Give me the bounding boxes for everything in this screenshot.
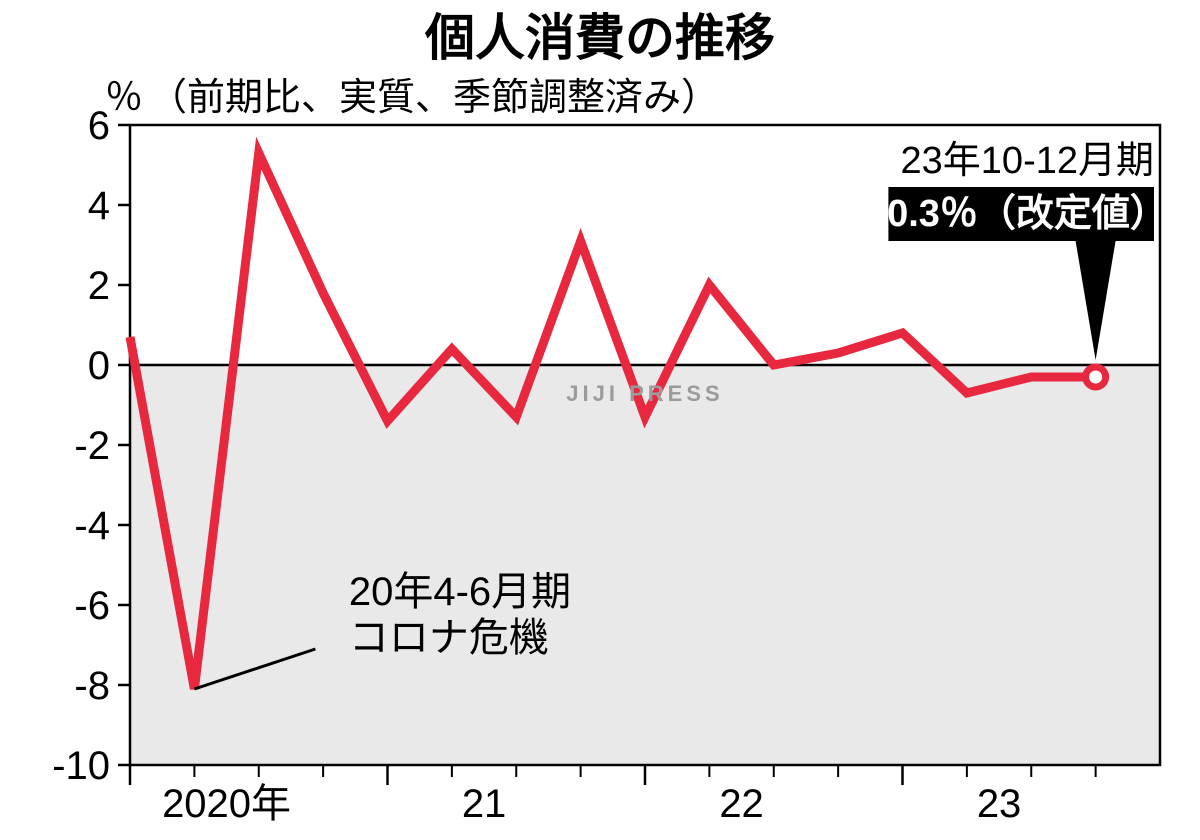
covid-annotation-line2: コロナ危機 — [349, 616, 549, 660]
latest-value-text: -0.3％（改定値） — [874, 193, 1167, 235]
chart-subtitle: ％（前期比、実質、季節調整済み） — [105, 77, 719, 119]
chart-svg: 個人消費の推移 ％（前期比、実質、季節調整済み）6 4 2 0 -2 -4 -6 -8 -10 20… — [0, 0, 1200, 840]
y-tick-label: 6 — [88, 104, 110, 148]
end-marker — [1086, 367, 1106, 387]
y-tick-label: -2 — [74, 424, 110, 468]
y-tick-label: -10 — [52, 744, 110, 788]
latest-pointer — [1076, 241, 1116, 360]
watermark: JIJI PRESS — [566, 381, 723, 406]
latest-annotation-line1: 23年10-12月期 — [901, 140, 1154, 182]
x-tick-label: 21 — [462, 782, 507, 826]
y-tick-label: 0 — [88, 344, 110, 388]
y-tick-label: -6 — [74, 584, 110, 628]
x-tick-label: 2020年 — [162, 782, 291, 826]
chart-title: 個人消費の推移 — [424, 10, 775, 66]
x-tick-label: 22 — [719, 782, 764, 826]
y-tick-label: -8 — [74, 664, 110, 708]
x-tick-label: 23 — [977, 782, 1022, 826]
covid-annotation-line1: 20年4-6月期 — [349, 570, 571, 614]
chart-container: 個人消費の推移 ％（前期比、実質、季節調整済み）6 4 2 0 -2 -4 -6 -8 -10 20… — [0, 0, 1200, 840]
y-tick-label: -4 — [74, 504, 110, 548]
y-tick-label: 2 — [88, 264, 110, 308]
y-tick-label: 4 — [88, 184, 110, 228]
